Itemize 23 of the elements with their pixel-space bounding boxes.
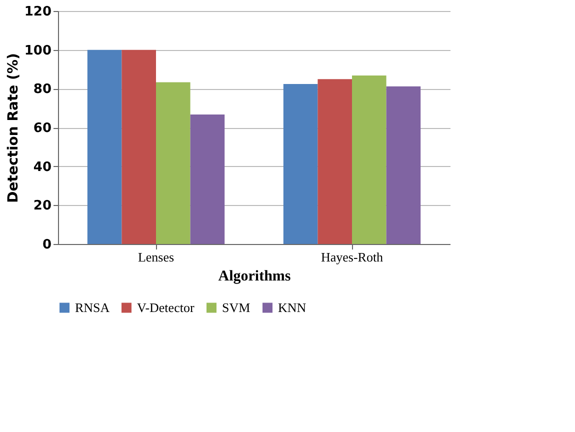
bar — [190, 114, 225, 244]
y-tick-label: 120 — [24, 4, 52, 20]
bar — [122, 50, 156, 244]
x-axis-title: Algorithms — [218, 268, 291, 284]
legend-label: SVM — [222, 300, 251, 315]
bar — [386, 86, 421, 244]
bar — [87, 50, 122, 244]
bar — [283, 84, 318, 244]
legend-label: RNSA — [75, 300, 110, 315]
y-axis-title: Detection Rate (%) — [5, 53, 22, 203]
y-tick-label: 0 — [42, 238, 52, 252]
x-tick-label: Hayes-Roth — [320, 250, 384, 264]
bar — [156, 82, 190, 244]
y-tick-label: 60 — [33, 121, 52, 136]
legend-label: V-Detector — [137, 300, 195, 315]
y-tick-label: 100 — [24, 43, 52, 58]
bar — [318, 79, 352, 244]
y-tick-label: 20 — [33, 198, 52, 214]
y-tick-label: 80 — [33, 82, 52, 98]
x-tick-label: Lenses — [138, 250, 174, 264]
y-tick-label: 40 — [33, 160, 52, 175]
legend-label: KNN — [278, 300, 307, 315]
bar — [352, 75, 386, 244]
